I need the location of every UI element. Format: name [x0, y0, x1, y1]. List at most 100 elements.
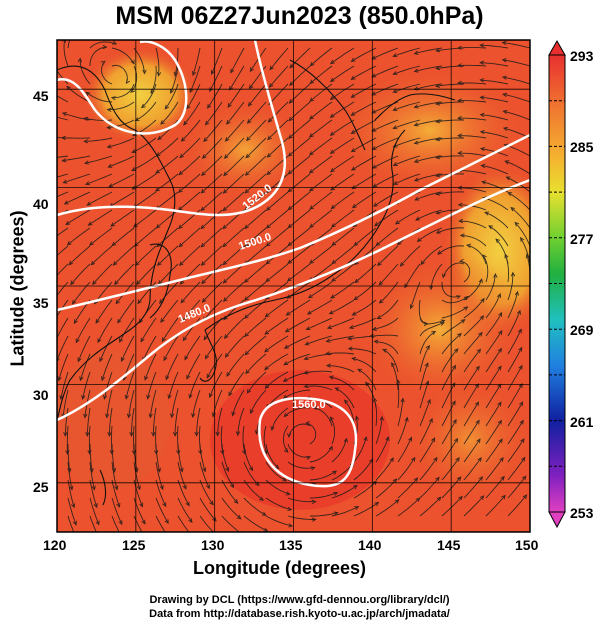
streamline-arrow: [159, 299, 164, 305]
streamline-arrow: [263, 527, 269, 532]
streamline: [353, 436, 367, 463]
streamline-arrow: [306, 310, 312, 315]
streamline: [480, 96, 509, 103]
streamline: [503, 110, 530, 121]
streamline: [419, 317, 445, 325]
streamline-arrow: [265, 259, 271, 265]
streamline-arrow: [264, 347, 269, 353]
colorbar-label: 277: [570, 231, 594, 247]
streamline: [155, 173, 179, 192]
streamline-arrow: [91, 485, 96, 491]
streamline-arrow: [92, 280, 97, 286]
streamline-arrow: [436, 496, 442, 502]
streamline: [507, 383, 523, 409]
streamline: [95, 299, 113, 324]
streamline-arrow: [501, 58, 507, 63]
streamline: [128, 389, 135, 418]
streamline: [140, 317, 157, 342]
streamline-arrow: [305, 420, 310, 426]
streamline-arrow: [479, 95, 485, 100]
y-tick-label: 35: [33, 295, 49, 311]
streamline-arrow: [93, 503, 98, 509]
streamline: [244, 335, 267, 356]
streamline: [287, 461, 315, 469]
streamline-arrow: [308, 133, 314, 138]
streamline: [178, 191, 201, 211]
streamline-arrow: [72, 520, 77, 526]
streamline: [309, 263, 333, 282]
streamline-arrow: [244, 188, 250, 194]
streamline-arrow: [200, 261, 206, 266]
streamline-arrow: [498, 438, 503, 444]
streamline-arrow: [331, 277, 336, 282]
streamline-arrow: [514, 221, 520, 227]
streamline-arrow: [544, 476, 548, 480]
streamline-arrow: [163, 356, 168, 362]
streamline: [372, 119, 399, 132]
streamline-arrow: [131, 149, 137, 154]
streamline-arrow: [265, 277, 271, 283]
streamline: [244, 245, 267, 265]
streamline: [309, 470, 337, 481]
streamline-arrow: [288, 99, 294, 104]
streamline-arrow: [140, 337, 145, 343]
streamline: [97, 317, 113, 343]
streamline-arrow: [156, 71, 162, 77]
streamline: [372, 155, 399, 169]
streamline-arrow: [287, 170, 293, 175]
streamline: [68, 245, 91, 266]
streamline: [201, 173, 223, 194]
streamline-arrow: [351, 185, 357, 190]
streamline-arrow: [350, 75, 356, 80]
streamline-arrow: [222, 260, 228, 266]
streamline: [330, 155, 355, 173]
streamline-arrow: [62, 179, 68, 184]
streamline: [212, 389, 223, 417]
streamline-arrow: [286, 277, 292, 282]
streamline: [288, 191, 311, 211]
streamline-arrow: [248, 84, 254, 90]
map-title: MSM 06Z27Jun2023 (850.0hPa): [115, 2, 484, 30]
streamline-arrow: [353, 241, 359, 247]
streamline: [285, 317, 311, 333]
streamline-arrow: [309, 205, 314, 210]
streamline: [287, 515, 316, 520]
streamline-arrow: [172, 431, 178, 437]
streamline: [288, 423, 311, 438]
streamline-arrow: [354, 506, 360, 511]
x-tick-label: 130: [201, 537, 225, 553]
streamline-arrow: [331, 259, 337, 265]
streamline-arrow: [85, 181, 91, 186]
streamline-arrow: [420, 260, 425, 266]
streamline-arrow: [201, 298, 207, 303]
streamline-arrow: [534, 291, 538, 295]
streamline-arrow: [61, 112, 67, 117]
streamline: [269, 65, 289, 88]
streamline-arrow: [245, 153, 251, 159]
streamline-arrow: [343, 399, 349, 405]
streamline-arrow: [329, 59, 335, 65]
streamline-arrow: [244, 350, 250, 356]
streamline-arrow: [466, 243, 472, 248]
streamline: [70, 263, 91, 285]
streamline: [264, 317, 289, 335]
streamline-arrow: [308, 169, 314, 174]
streamline-arrow: [435, 65, 441, 71]
streamline-arrow: [229, 483, 235, 489]
streamline-arrow: [391, 362, 396, 367]
streamline: [57, 155, 69, 158]
streamline: [160, 101, 179, 125]
streamline-arrow: [521, 475, 527, 481]
streamline-arrow: [106, 144, 112, 149]
streamline: [504, 254, 510, 283]
streamline-arrow: [233, 499, 239, 504]
streamline-arrow: [261, 511, 267, 516]
streamline: [420, 245, 443, 265]
streamline-arrow: [165, 375, 170, 381]
streamline-arrow: [457, 98, 462, 103]
streamline-arrow: [129, 432, 134, 437]
streamline: [108, 407, 113, 436]
x-tick-label: 120: [43, 537, 67, 553]
streamline-arrow: [518, 364, 523, 370]
x-tick-label: 135: [279, 537, 303, 553]
